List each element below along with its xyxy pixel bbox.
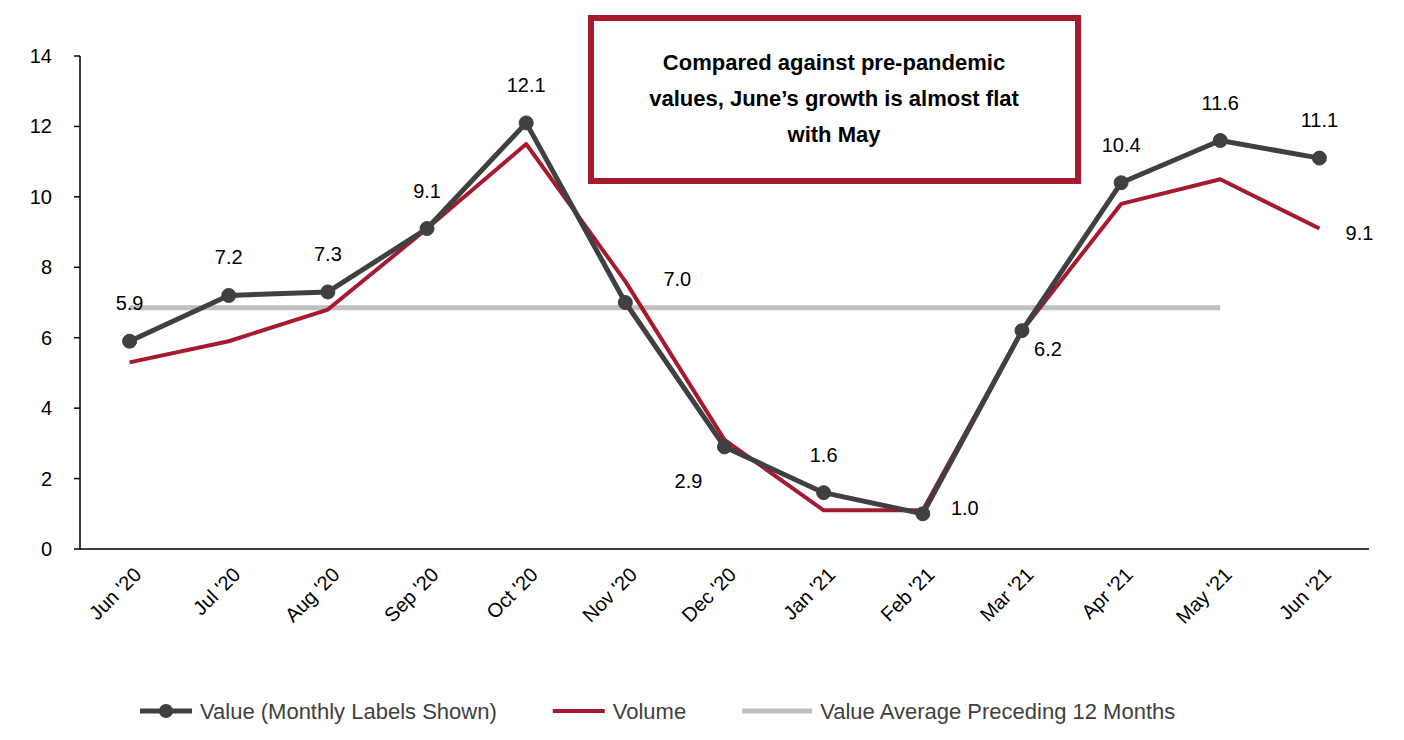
annotation-text: values, June’s growth is almost flat (649, 86, 1019, 111)
legend: Value (Monthly Labels Shown) Volume Value … (140, 699, 1175, 724)
data-label: 9.1 (413, 180, 441, 202)
x-tick-label: Jun '20 (85, 563, 146, 624)
series-marker (123, 334, 137, 348)
data-label: 10.4 (1102, 134, 1141, 156)
y-tick (74, 478, 80, 480)
x-tick-label: Jun '21 (1274, 563, 1335, 624)
series-marker (916, 507, 930, 521)
x-tick-label: Apr '21 (1077, 563, 1137, 623)
y-tick-label: 12 (30, 115, 52, 137)
data-label: 7.3 (314, 243, 342, 265)
data-label: 2.9 (675, 470, 703, 492)
annotation-box (591, 18, 1078, 181)
y-tick-label: 10 (30, 186, 52, 208)
data-label: 12.1 (507, 74, 546, 96)
legend-label: Value (Monthly Labels Shown) (200, 699, 497, 724)
legend-marker (159, 704, 173, 718)
series-marker (222, 288, 236, 302)
series-marker (321, 285, 335, 299)
y-tick (74, 407, 80, 409)
series-line (130, 144, 1320, 510)
data-label: 9.1 (1346, 222, 1374, 244)
data-label: 7.0 (663, 268, 691, 290)
x-tick-label: Mar '21 (975, 563, 1037, 625)
y-tick-label: 14 (30, 45, 52, 67)
annotation-text: Compared against pre-pandemic (663, 50, 1005, 75)
series-marker (519, 116, 533, 130)
x-tick-label: Jul '20 (189, 563, 245, 619)
series-marker (1213, 134, 1227, 148)
x-tick-label: Feb '21 (876, 563, 938, 625)
x-tick-label: Nov '20 (578, 563, 641, 626)
series-marker (1015, 324, 1029, 338)
series-marker (817, 486, 831, 500)
x-axis (80, 548, 1369, 550)
data-label: 11.6 (1202, 92, 1239, 114)
x-tick-label: Aug '20 (281, 563, 344, 626)
legend-label: Volume (613, 699, 686, 724)
data-label: 6.2 (1034, 338, 1062, 360)
y-tick (74, 55, 80, 57)
series-marker (718, 440, 732, 454)
data-label: 1.0 (951, 497, 979, 519)
y-tick-label: 8 (41, 256, 52, 278)
annotation-text: with May (787, 122, 882, 147)
y-axis (79, 56, 81, 549)
y-tick-label: 2 (41, 468, 52, 490)
x-tick-label: Jan '21 (779, 563, 840, 624)
y-tick (74, 126, 80, 128)
y-tick (74, 337, 80, 339)
series-marker (1312, 151, 1326, 165)
series-marker (420, 222, 434, 236)
legend-swatch (553, 709, 605, 713)
series-marker (618, 296, 632, 310)
legend-swatch (742, 709, 812, 714)
y-tick (74, 196, 80, 198)
y-tick (74, 548, 80, 550)
x-tick-label: Dec '20 (677, 563, 740, 626)
series-marker (1114, 176, 1128, 190)
data-label: 5.9 (116, 292, 144, 314)
legend-label: Value Average Preceding 12 Months (820, 699, 1175, 724)
chart: 0 2 4 6 8 10 12 14 Jun '20 Jul '20 Aug '20 Sep '20 O… (0, 0, 1404, 740)
data-label: 7.2 (215, 246, 243, 268)
x-tick-label: Sep '20 (380, 563, 443, 626)
y-tick-label: 0 (41, 538, 52, 560)
y-tick (74, 267, 80, 269)
series-line (130, 305, 1221, 310)
y-tick-label: 6 (41, 327, 52, 349)
y-tick-label: 4 (41, 397, 52, 419)
data-label: 11.1 (1301, 109, 1338, 131)
x-tick-label: Oct '20 (482, 563, 542, 623)
data-label: 1.6 (810, 444, 838, 466)
x-tick-label: May '21 (1171, 563, 1236, 628)
